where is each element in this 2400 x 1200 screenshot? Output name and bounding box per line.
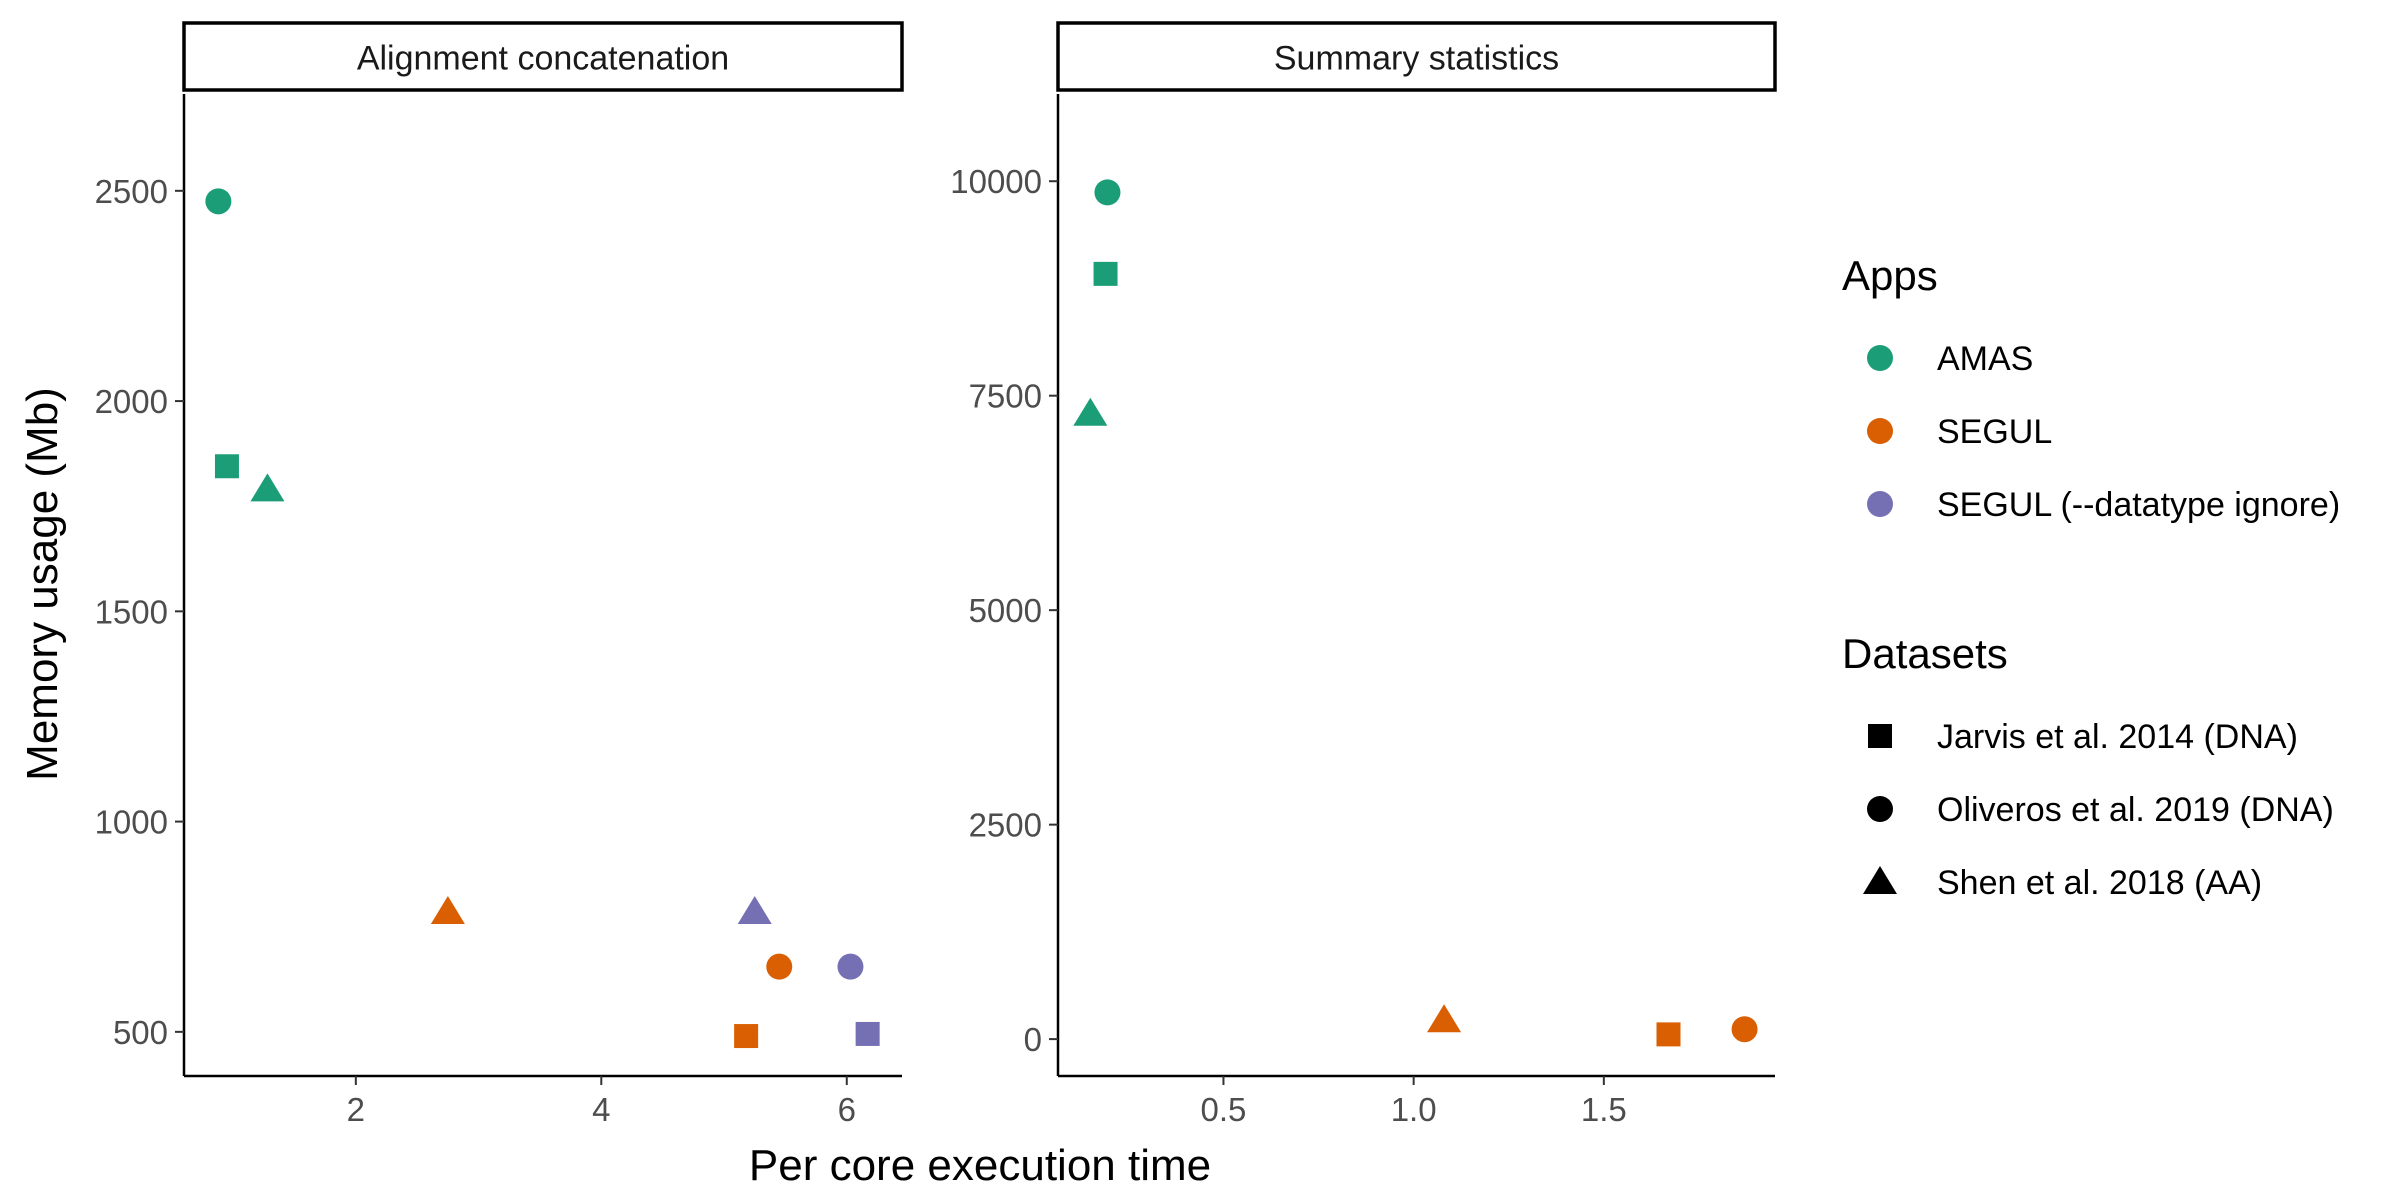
legend-datasets-title: Datasets: [1842, 630, 2008, 677]
y-tick-label: 2500: [969, 807, 1042, 844]
panel-alignment-concatenation: Alignment concatenation 500 1000 1500 2000 25…: [95, 21, 904, 1128]
facet-strip-label: Summary statistics: [1274, 40, 1559, 78]
point-segul-jarvis-et-al-2014-dna: [734, 1024, 759, 1049]
point-segul-datatype-ignore-jarvis-et-al-2014-dna: [855, 1021, 880, 1046]
legend-key-segul-datatype-ignore: [1867, 491, 1893, 517]
facet-panels: Alignment concatenation50010001500200025…: [95, 21, 1777, 1128]
point-segul-datatype-ignore-shen-et-al-2018-aa: [737, 896, 772, 924]
y-tick-label: 10000: [950, 163, 1042, 200]
x-tick-label: 1.0: [1391, 1091, 1437, 1128]
legend-key-amas: [1867, 345, 1893, 371]
legend-label-amas: AMAS: [1937, 340, 2033, 378]
y-tick-label: 7500: [969, 378, 1042, 415]
point-amas-jarvis-et-al-2014-dna: [1093, 261, 1118, 286]
legend-key-shen-et-al-2018-aa: [1863, 866, 1897, 894]
point-amas-shen-et-al-2018-aa: [250, 473, 285, 502]
point-amas-oliveros-et-al-2019-dna: [1094, 179, 1121, 206]
facet-strip: [182, 21, 904, 92]
legend-key-jarvis-et-al-2014-dna: [1868, 724, 1892, 748]
legend-label-oliveros-et-al-2019-dna: Oliveros et al. 2019 (DNA): [1937, 791, 2334, 829]
y-tick-label: 2500: [95, 173, 168, 210]
legend-key-segul: [1867, 418, 1893, 444]
x-tick-label: 0.5: [1201, 1091, 1247, 1128]
legend-label-shen-et-al-2018-aa: Shen et al. 2018 (AA): [1937, 864, 2262, 902]
panel-summary-statistics: Summary statistics 0 2500 5000 7500 10000 0.5 1…: [950, 21, 1777, 1128]
point-amas-shen-et-al-2018-aa: [1073, 397, 1108, 426]
facet-strip-label: Alignment concatenation: [357, 40, 729, 78]
x-tick-label: 2: [347, 1091, 365, 1128]
legend-key-oliveros-et-al-2019-dna: [1867, 796, 1893, 822]
legend: Apps AMAS SEGUL SEGUL (--datatype ignore) Da…: [1842, 252, 2340, 902]
point-amas-oliveros-et-al-2019-dna: [205, 188, 232, 215]
x-tick-label: 4: [592, 1091, 610, 1128]
facet-strip: [1056, 21, 1777, 92]
y-tick-label: 1000: [95, 804, 168, 841]
point-segul-shen-et-al-2018-aa: [430, 896, 465, 924]
legend-label-jarvis-et-al-2014-dna: Jarvis et al. 2014 (DNA): [1937, 718, 2298, 756]
point-segul-datatype-ignore-oliveros-et-al-2019-dna: [837, 953, 864, 980]
x-axis-title: Per core execution time: [749, 1141, 1211, 1190]
point-amas-jarvis-et-al-2014-dna: [214, 454, 239, 479]
y-tick-label: 500: [113, 1014, 168, 1051]
y-tick-label: 0: [1024, 1021, 1042, 1058]
point-segul-shen-et-al-2018-aa: [1427, 1004, 1462, 1033]
point-segul-oliveros-et-al-2019-dna: [1731, 1016, 1758, 1043]
point-segul-oliveros-et-al-2019-dna: [766, 953, 793, 980]
y-tick-label: 5000: [969, 592, 1042, 629]
y-tick-label: 2000: [95, 383, 168, 420]
y-tick-label: 1500: [95, 593, 168, 630]
x-tick-label: 6: [838, 1091, 856, 1128]
point-segul-jarvis-et-al-2014-dna: [1656, 1022, 1681, 1047]
legend-apps-title: Apps: [1842, 252, 1938, 299]
legend-label-segul-datatype-ignore: SEGUL (--datatype ignore): [1937, 486, 2340, 524]
x-tick-label: 1.5: [1581, 1091, 1627, 1128]
y-axis-title: Memory usage (Mb): [18, 387, 67, 781]
legend-label-segul: SEGUL: [1937, 413, 2052, 451]
